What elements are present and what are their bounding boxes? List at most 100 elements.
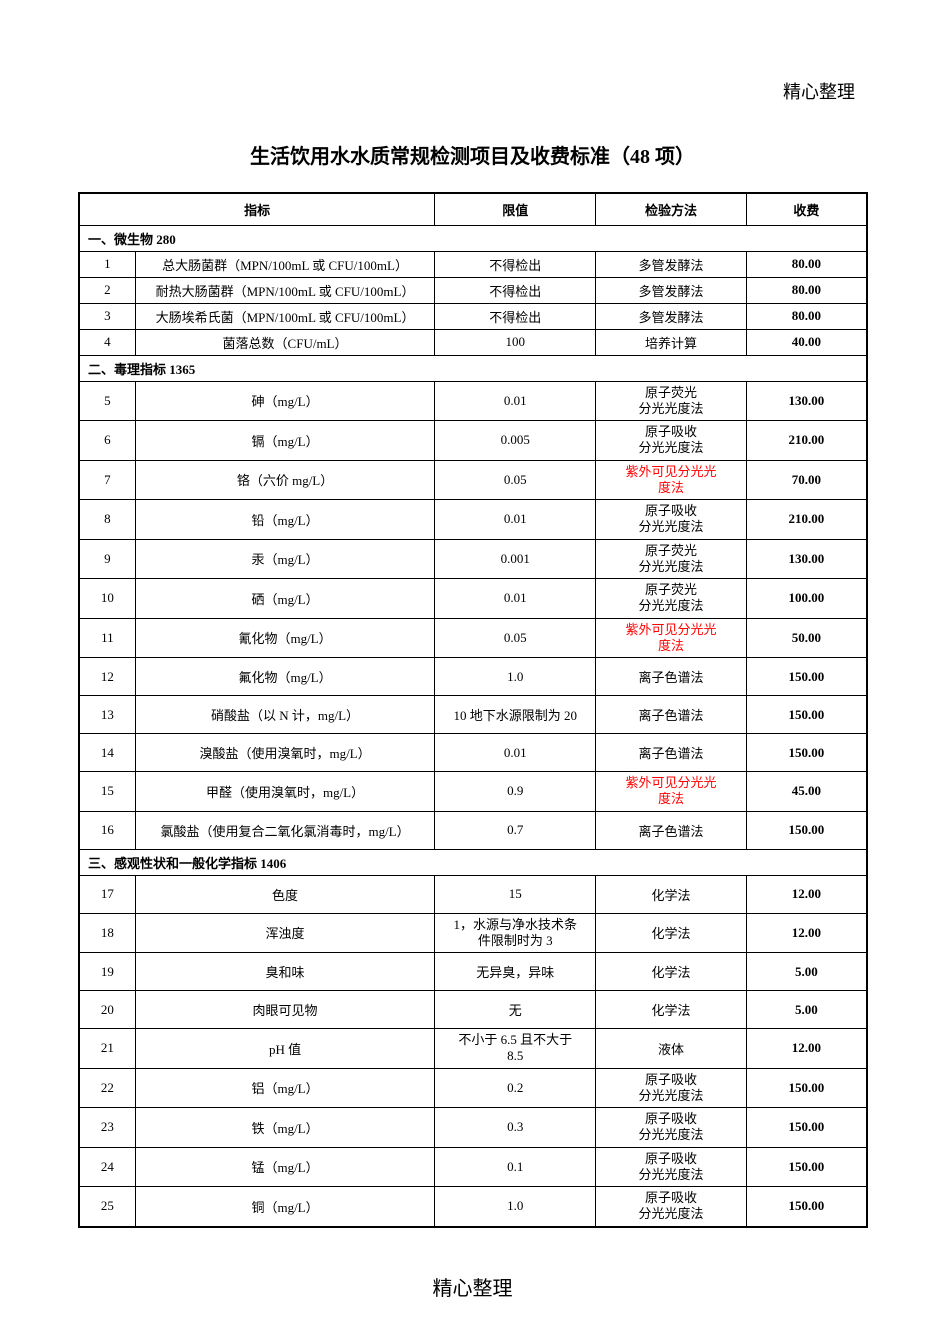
fee-cell: 150.00 [746, 811, 867, 849]
row-number: 17 [79, 875, 135, 913]
table-row: 13硝酸盐（以 N 计，mg/L）10 地下水源限制为 20离子色谱法150.0… [79, 696, 867, 734]
section-header: 三、感观性状和一般化学指标 1406 [79, 849, 867, 875]
table-row: 20肉眼可见物无化学法5.00 [79, 991, 867, 1029]
indicator-cell: 硝酸盐（以 N 计，mg/L） [135, 696, 435, 734]
row-number: 10 [79, 579, 135, 619]
row-number: 3 [79, 303, 135, 329]
indicator-cell: 耐热大肠菌群（MPN/100mL 或 CFU/100mL） [135, 277, 435, 303]
limit-cell: 0.3 [435, 1108, 596, 1148]
fee-cell: 130.00 [746, 539, 867, 579]
row-number: 1 [79, 251, 135, 277]
limit-cell: 0.01 [435, 500, 596, 540]
section-header-cell: 二、毒理指标 1365 [79, 355, 867, 381]
method-cell: 离子色谱法 [596, 734, 747, 772]
row-number: 8 [79, 500, 135, 540]
limit-cell: 0.01 [435, 734, 596, 772]
col-header-method: 检验方法 [596, 193, 747, 225]
section-header: 一、微生物 280 [79, 225, 867, 251]
indicator-cell: 色度 [135, 875, 435, 913]
method-cell: 化学法 [596, 875, 747, 913]
row-number: 18 [79, 913, 135, 953]
fee-cell: 80.00 [746, 251, 867, 277]
header-text: 精心整理 [783, 78, 855, 104]
water-quality-table: 指标 限值 检验方法 收费 一、微生物 2801总大肠菌群（MPN/100mL … [78, 192, 868, 1228]
table-row: 25铜（mg/L）1.0原子吸收分光光度法150.00 [79, 1187, 867, 1227]
indicator-cell: 铜（mg/L） [135, 1187, 435, 1227]
row-number: 19 [79, 953, 135, 991]
limit-cell: 0.01 [435, 579, 596, 619]
method-cell: 原子吸收分光光度法 [596, 1147, 747, 1187]
table-row: 21pH 值不小于 6.5 且不大于8.5液体12.00 [79, 1029, 867, 1069]
fee-cell: 210.00 [746, 500, 867, 540]
table-row: 18浑浊度1，水源与净水技术条件限制时为 3化学法12.00 [79, 913, 867, 953]
section-header-cell: 三、感观性状和一般化学指标 1406 [79, 849, 867, 875]
method-cell: 原子荧光分光光度法 [596, 381, 747, 421]
row-number: 22 [79, 1068, 135, 1108]
table-row: 9汞（mg/L）0.001原子荧光分光光度法130.00 [79, 539, 867, 579]
indicator-cell: 镉（mg/L） [135, 421, 435, 461]
limit-cell: 0.01 [435, 381, 596, 421]
fee-cell: 5.00 [746, 991, 867, 1029]
fee-cell: 150.00 [746, 1187, 867, 1227]
col-header-indicator: 指标 [79, 193, 435, 225]
table-row: 16氯酸盐（使用复合二氧化氯消毒时，mg/L）0.7离子色谱法150.00 [79, 811, 867, 849]
row-number: 2 [79, 277, 135, 303]
method-cell: 离子色谱法 [596, 658, 747, 696]
limit-cell: 15 [435, 875, 596, 913]
row-number: 24 [79, 1147, 135, 1187]
method-cell: 原子吸收分光光度法 [596, 1187, 747, 1227]
method-cell: 多管发酵法 [596, 251, 747, 277]
limit-cell: 0.05 [435, 460, 596, 500]
row-number: 16 [79, 811, 135, 849]
indicator-cell: 肉眼可见物 [135, 991, 435, 1029]
row-number: 11 [79, 618, 135, 658]
fee-cell: 80.00 [746, 277, 867, 303]
indicator-cell: 浑浊度 [135, 913, 435, 953]
indicator-cell: 铁（mg/L） [135, 1108, 435, 1148]
method-cell: 紫外可见分光光度法 [596, 772, 747, 812]
table-row: 8铅（mg/L）0.01原子吸收分光光度法210.00 [79, 500, 867, 540]
section-header: 二、毒理指标 1365 [79, 355, 867, 381]
row-number: 12 [79, 658, 135, 696]
fee-cell: 150.00 [746, 1108, 867, 1148]
row-number: 14 [79, 734, 135, 772]
limit-cell: 0.2 [435, 1068, 596, 1108]
indicator-cell: 氟化物（mg/L） [135, 658, 435, 696]
table-row: 1总大肠菌群（MPN/100mL 或 CFU/100mL）不得检出多管发酵法80… [79, 251, 867, 277]
limit-cell: 1.0 [435, 658, 596, 696]
indicator-cell: 氯酸盐（使用复合二氧化氯消毒时，mg/L） [135, 811, 435, 849]
table-row: 10硒（mg/L）0.01原子荧光分光光度法100.00 [79, 579, 867, 619]
table-row: 24锰（mg/L）0.1原子吸收分光光度法150.00 [79, 1147, 867, 1187]
row-number: 23 [79, 1108, 135, 1148]
method-cell: 离子色谱法 [596, 696, 747, 734]
row-number: 7 [79, 460, 135, 500]
limit-cell: 不得检出 [435, 251, 596, 277]
method-cell: 多管发酵法 [596, 303, 747, 329]
footer-text: 精心整理 [0, 1272, 945, 1301]
fee-cell: 12.00 [746, 875, 867, 913]
row-number: 6 [79, 421, 135, 461]
row-number: 5 [79, 381, 135, 421]
method-cell: 原子吸收分光光度法 [596, 500, 747, 540]
row-number: 25 [79, 1187, 135, 1227]
indicator-cell: 砷（mg/L） [135, 381, 435, 421]
method-cell: 离子色谱法 [596, 811, 747, 849]
indicator-cell: 甲醛（使用溴氧时，mg/L） [135, 772, 435, 812]
limit-cell: 0.005 [435, 421, 596, 461]
limit-cell: 10 地下水源限制为 20 [435, 696, 596, 734]
limit-cell: 0.7 [435, 811, 596, 849]
indicator-cell: 铅（mg/L） [135, 500, 435, 540]
indicator-cell: 铝（mg/L） [135, 1068, 435, 1108]
indicator-cell: pH 值 [135, 1029, 435, 1069]
indicator-cell: 总大肠菌群（MPN/100mL 或 CFU/100mL） [135, 251, 435, 277]
limit-cell: 不小于 6.5 且不大于8.5 [435, 1029, 596, 1069]
indicator-cell: 硒（mg/L） [135, 579, 435, 619]
method-cell: 紫外可见分光光度法 [596, 618, 747, 658]
indicator-cell: 溴酸盐（使用溴氧时，mg/L） [135, 734, 435, 772]
page-title: 生活饮用水水质常规检测项目及收费标准（48 项） [0, 140, 945, 169]
limit-cell: 0.001 [435, 539, 596, 579]
table-row: 19臭和味无异臭，异味化学法5.00 [79, 953, 867, 991]
table-row: 6镉（mg/L）0.005原子吸收分光光度法210.00 [79, 421, 867, 461]
indicator-cell: 菌落总数（CFU/mL） [135, 329, 435, 355]
table-header-row: 指标 限值 检验方法 收费 [79, 193, 867, 225]
